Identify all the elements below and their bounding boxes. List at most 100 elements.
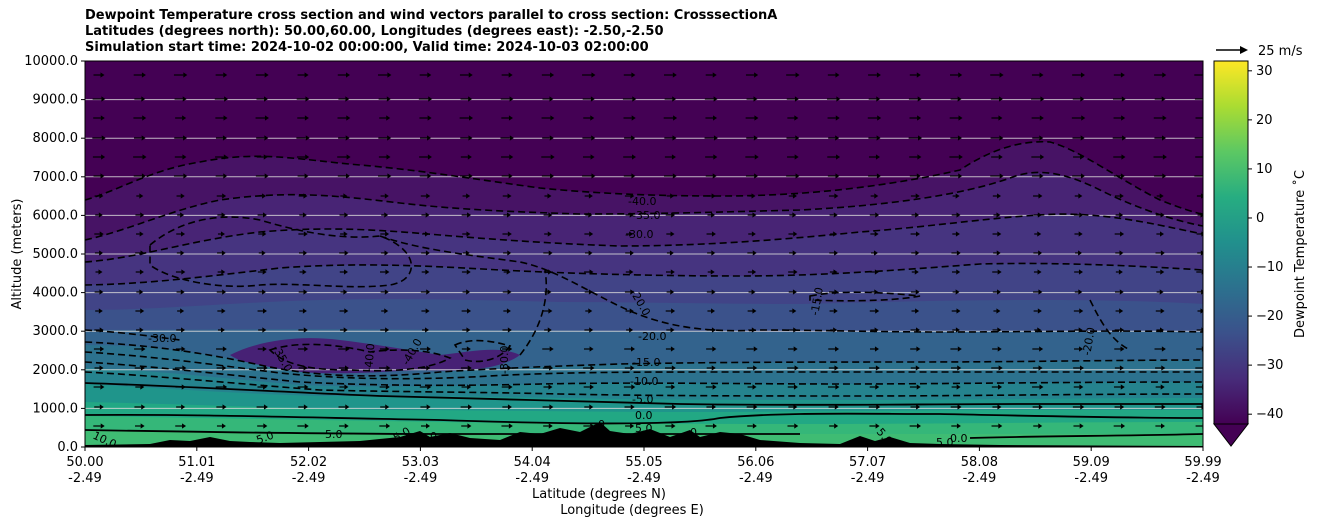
wind-vector-head-12-12 [588,308,593,314]
wind-vector-head-9-2 [180,250,185,256]
negative-contours [85,140,1203,397]
wind-vector-head-6-7 [384,193,389,199]
wind-vector-head-6-20 [915,193,920,199]
wind-vector-head-13-17 [793,327,798,333]
wind-vector-head-5-19 [876,173,881,179]
wind-vector-head-0-22 [999,72,1004,78]
wind-vector-head-5-11 [550,173,555,179]
colorbar-tick-label-3: 0 [1256,211,1264,226]
wind-vector-head-13-8 [425,327,430,333]
wind-vector-head-12-9 [467,308,472,314]
wind-vector-head-11-8 [426,289,431,295]
wind-vector-head-0-6 [345,72,350,78]
wind-vector-head-0-14 [672,72,677,78]
wind-vector-head-12-0 [98,308,103,314]
wind-vector-head-7-9 [467,212,472,218]
wind-vector-head-8-21 [955,231,960,237]
quiver-key: 25 m/s [1216,44,1303,59]
wind-vector-head-15-4 [263,365,268,371]
wind-vector-head-8-16 [751,231,756,237]
wind-vector-head-3-5 [305,135,310,141]
colorbar-tick-label-7: −40 [1256,407,1283,422]
wind-vector-head-14-23 [1039,346,1044,352]
wind-vector-head-2-3 [223,115,228,121]
wind-vector-head-5-3 [223,173,228,179]
wind-vector-head-8-6 [343,231,348,237]
contour-pocket-1 [268,343,452,372]
wind-vector-head-8-25 [1120,231,1125,237]
wind-vector-head-4-19 [875,154,880,160]
wind-vector-head-15-0 [99,365,104,371]
wind-vector-head-5-14 [672,173,677,179]
wind-vector-head-11-17 [792,289,797,295]
wind-vector-head-3-26 [1161,135,1166,141]
wind-vector-head-12-3 [221,308,226,314]
wind-vector-head-3-22 [999,135,1004,141]
colorbar-body [1213,60,1249,425]
wind-vector-head-16-11 [548,384,553,390]
colorbar-label: Dewpoint Temperature ˚C [1292,170,1308,338]
wind-vector-head-14-19 [874,346,879,352]
wind-vector-head-12-13 [629,308,634,314]
wind-vector-head-3-6 [345,135,350,141]
wind-vector-head-6-8 [426,193,431,199]
wind-vector-head-7-1 [140,212,145,218]
wind-vector-head-6-17 [792,193,797,199]
x-tick-label-lat-2: 52.02 [290,455,327,470]
y-tick-label-4: 4000.0 [33,286,79,301]
wind-vector-head-10-27 [1201,269,1203,275]
wind-vector-head-13-0 [99,327,104,333]
wind-vector-head-3-19 [876,135,881,141]
colorbar-tick-label-5: −20 [1256,309,1283,324]
wind-vector-head-8-7 [385,231,390,237]
wind-vector-head-18-16 [752,423,757,429]
wind-vector-head-17-20 [916,404,921,410]
contour-label-15: -40.0 [362,343,377,372]
wind-vector-head-4-21 [958,154,963,160]
wind-vector-head-8-17 [793,231,798,237]
wind-vector-head-15-7 [386,365,391,371]
contour-minus-20-right [1089,299,1131,351]
wind-vector-head-4-10 [509,154,514,160]
wind-vector-head-15-20 [915,365,920,371]
contour-minus-35 [85,171,1203,241]
wind-vector-head-6-4 [262,193,267,199]
x-tick-label-lon-8: -2.49 [963,471,997,486]
wind-vector-head-18-12 [590,423,595,429]
wind-vector-head-3-11 [549,135,554,141]
wind-vector-head-14-12 [589,346,594,352]
wind-vector-head-4-5 [305,154,310,160]
wind-vector-head-4-11 [550,154,555,160]
wind-vector-head-12-20 [915,308,920,314]
wind-vector-head-4-3 [223,154,228,160]
contour-label-4: -30.0 [148,332,176,345]
contour-minus-5 [85,371,1203,397]
wind-vector-head-9-14 [669,250,674,256]
wind-vector-head-17-17 [793,404,798,410]
wind-vector-head-0-2 [183,72,188,78]
wind-vector-head-8-13 [629,231,634,237]
wind-vector-head-0-23 [1039,72,1044,78]
wind-vector-head-10-5 [302,269,307,275]
wind-vector-head-13-7 [385,327,390,333]
wind-vector-head-17-1 [141,404,146,410]
wind-vector-head-10-22 [997,269,1002,275]
wind-vector-head-14-21 [957,346,962,352]
wind-vector-head-18-5 [304,423,309,429]
wind-vector-head-2-17 [794,115,799,121]
wind-vector-head-16-23 [1039,384,1044,390]
wind-vector-head-12-22 [996,308,1001,314]
wind-vector-head-10-13 [629,269,634,275]
wind-vector-head-17-14 [672,404,677,410]
wind-vector-head-18-19 [875,423,880,429]
contour-label-9: -15.0 [632,356,660,369]
wind-vector-head-11-18 [834,289,839,295]
wind-vector-head-6-26 [1159,193,1164,199]
wind-vector-head-17-24 [1080,404,1085,410]
colorbar-tick-label-2: 10 [1256,162,1273,177]
chart-title-line-2: Latitudes (degrees north): 50.00,60.00, … [85,24,664,39]
wind-vector-head-8-5 [303,231,308,237]
wind-vector-head-7-27 [1200,212,1203,218]
wind-vector-head-8-2 [181,231,186,237]
wind-vector-head-0-25 [1120,72,1125,78]
